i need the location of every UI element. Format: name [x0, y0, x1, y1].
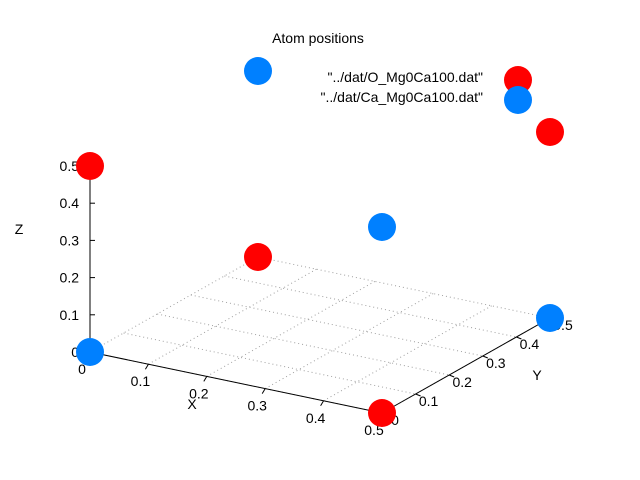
calcium-atom-point [244, 57, 272, 85]
z-tick-label: 0.5 [60, 158, 80, 174]
calcium-atom-point [536, 304, 564, 332]
z-axis-label: Z [15, 221, 24, 237]
data-points [76, 57, 564, 427]
oxygen-atom-point [368, 399, 396, 427]
legend-label-o: "../dat/O_Mg0Ca100.dat" [328, 69, 484, 85]
legend: "../dat/O_Mg0Ca100.dat" "../dat/Ca_Mg0Ca… [321, 66, 532, 114]
x-tick-label: 0.1 [131, 373, 151, 389]
x-tick-label: 0.4 [306, 410, 326, 426]
legend-marker-o [504, 66, 532, 94]
grid-line-x-3 [264, 293, 434, 390]
x-tick-mark [261, 388, 266, 394]
x-tick-mark [320, 400, 325, 407]
grid-line-y-1 [123, 332, 416, 395]
y-tick-mark [449, 374, 455, 378]
y-tick-label: 0.4 [520, 336, 540, 352]
x-tick-label: 0.3 [247, 398, 267, 414]
grid-line-x-4 [323, 305, 492, 402]
oxygen-atom-point [536, 118, 564, 146]
grid-line-y-4 [224, 275, 517, 338]
base-grid [89, 256, 551, 414]
oxygen-atom-point [76, 152, 104, 180]
z-tick-label: 0 [71, 344, 79, 360]
z-tick-label: 0.2 [60, 270, 80, 286]
oxygen-atom-point [244, 243, 272, 271]
x-axis-line [89, 351, 383, 414]
y-tick-label: 0 [391, 412, 399, 428]
grid-line-x-0 [89, 256, 259, 353]
calcium-atom-point [76, 338, 104, 366]
y-tick-label: 0.2 [452, 374, 472, 390]
legend-marker-ca [504, 86, 532, 114]
x-tick-label: 0.2 [189, 385, 209, 401]
x-tick-mark [203, 376, 208, 382]
y-tick-mark [415, 393, 421, 397]
tick-labels: 00.10.20.30.40.500.10.20.30.40.500.10.20… [60, 158, 573, 438]
axes [86, 165, 556, 419]
y-tick-label: 0.1 [419, 393, 439, 409]
y-tick-mark [482, 355, 488, 359]
y-axis-label: Y [532, 367, 542, 383]
grid-line-x-2 [206, 280, 376, 377]
grid-line-y-5 [257, 256, 551, 319]
x-tick-mark [144, 363, 149, 370]
legend-label-ca: "../dat/Ca_Mg0Ca100.dat" [321, 89, 484, 105]
x-axis-label: X [187, 396, 197, 412]
grid-line-x-1 [148, 268, 317, 365]
y-tick-label: 0.3 [486, 355, 506, 371]
grid-line-y-2 [157, 313, 450, 376]
z-tick-label: 0.1 [60, 307, 80, 323]
y-axis-line [381, 317, 551, 414]
z-tick-label: 0.4 [60, 195, 80, 211]
z-tick-label: 0.3 [60, 232, 80, 248]
grid-line-y-3 [190, 294, 483, 357]
y-tick-mark [516, 336, 522, 340]
calcium-atom-point [368, 213, 396, 241]
x-tick-label: 0 [78, 361, 86, 377]
chart-title: Atom positions [272, 30, 364, 46]
